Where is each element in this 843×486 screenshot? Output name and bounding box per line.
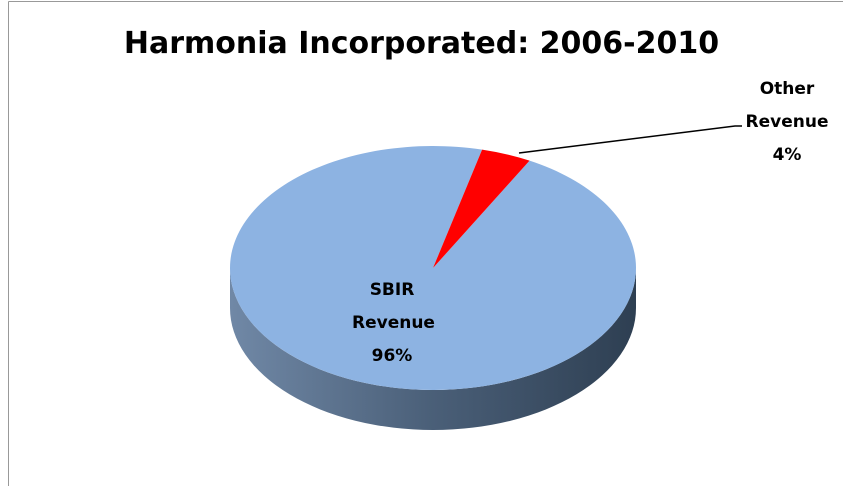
leader-line — [518, 125, 742, 154]
slice-label-category: Other Revenue — [745, 79, 829, 132]
slice-label-value: 4% — [772, 145, 802, 165]
pie-slice — [230, 145, 636, 390]
slice-label-value: 96% — [371, 346, 413, 366]
slice-label-category: SBIR Revenue — [352, 280, 435, 333]
pie-side — [230, 268, 636, 430]
pie-slice — [433, 149, 530, 268]
chart-title: Harmonia Incorporated: 2006-2010 — [123, 26, 720, 61]
